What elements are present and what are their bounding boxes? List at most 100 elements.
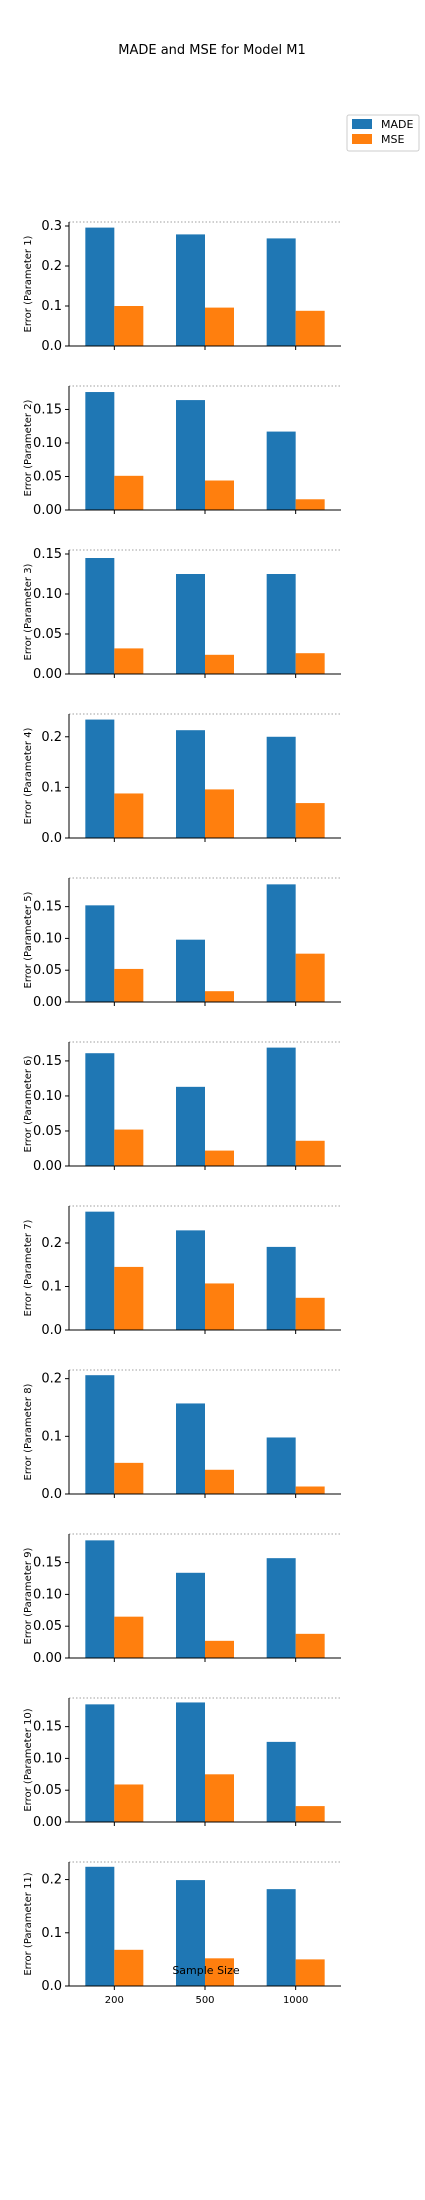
y-tick-label: 0.00: [33, 1815, 62, 1830]
y-tick-label: 0.05: [33, 1124, 62, 1139]
bar-made-200: [85, 227, 115, 346]
y-tick-label: 0.05: [33, 963, 62, 978]
x-tick-label: 500: [195, 1995, 214, 2006]
y-tick-label: 0.00: [33, 1159, 62, 1174]
bar-made-200: [85, 1375, 115, 1494]
bar-made-1000: [266, 1558, 296, 1658]
legend-swatch-made: [352, 119, 372, 129]
bar-mse-500: [205, 654, 234, 674]
bar-made-200: [85, 1704, 115, 1822]
bar-made-200: [85, 719, 115, 838]
panel-4: 0.0 0.1 0.2 Error (Parameter 4): [23, 713, 341, 846]
y-tick-label: 0.10: [33, 931, 62, 946]
bar-made-200: [85, 905, 115, 1002]
y-tick-label: 0.3: [41, 219, 62, 234]
bar-made-500: [176, 1572, 205, 1658]
y-tick-label: 0.0: [41, 1979, 62, 1994]
legend-swatch-mse: [352, 134, 372, 144]
y-tick-label: 0.10: [33, 1089, 62, 1104]
y-tick-label: 0.10: [33, 1587, 62, 1602]
y-axis-label: Error (Parameter 10): [23, 1708, 34, 1811]
bar-mse-500: [205, 1150, 234, 1166]
bar-mse-500: [205, 480, 234, 510]
bar-mse-200: [114, 1462, 144, 1494]
legend-label-mse: MSE: [381, 133, 404, 146]
bar-mse-200: [114, 793, 144, 838]
y-tick-label: 0.15: [33, 900, 62, 915]
y-tick-label: 0.00: [33, 667, 62, 682]
y-axis-label: Error (Parameter 8): [23, 1383, 34, 1480]
bar-made-500: [176, 939, 205, 1002]
bar-mse-1000: [295, 953, 325, 1002]
bar-mse-200: [114, 1616, 144, 1658]
bar-made-1000: [266, 1437, 296, 1494]
bar-made-500: [176, 234, 205, 346]
bar-made-1000: [266, 238, 296, 346]
y-tick-label: 0.15: [33, 1720, 62, 1735]
legend: MADE MSE: [346, 114, 420, 152]
bar-mse-1000: [295, 803, 325, 838]
y-axis-label: Error (Parameter 9): [23, 1547, 34, 1644]
bar-made-200: [85, 1053, 115, 1166]
bar-mse-1000: [295, 1633, 325, 1658]
y-tick-label: 0.0: [41, 831, 62, 846]
bar-mse-1000: [295, 1140, 325, 1166]
y-axis-label: Error (Parameter 4): [23, 727, 34, 824]
y-tick-label: 0.2: [41, 1372, 62, 1387]
bar-made-200: [85, 1540, 115, 1658]
chart-title: MADE and MSE for Model M1: [118, 43, 306, 58]
bar-made-1000: [266, 1889, 296, 1986]
y-tick-label: 0.15: [33, 1556, 62, 1571]
y-tick-label: 0.00: [33, 503, 62, 518]
y-axis-label: Error (Parameter 1): [23, 235, 34, 332]
y-tick-label: 0.1: [41, 1279, 62, 1294]
bar-mse-500: [205, 1640, 234, 1658]
bar-mse-1000: [295, 1486, 325, 1494]
y-tick-label: 0.05: [33, 1783, 62, 1798]
y-tick-label: 0.0: [41, 1487, 62, 1502]
bar-mse-200: [114, 475, 144, 510]
y-axis-label: Error (Parameter 3): [23, 563, 34, 660]
bar-made-1000: [266, 1741, 296, 1822]
bar-mse-500: [205, 307, 234, 346]
bar-mse-200: [114, 1266, 144, 1330]
bar-mse-200: [114, 648, 144, 674]
y-tick-label: 0.2: [41, 1873, 62, 1888]
bar-made-200: [85, 392, 115, 510]
bar-made-500: [176, 1702, 205, 1822]
y-tick-label: 0.2: [41, 1236, 62, 1251]
y-tick-label: 0.15: [33, 547, 62, 562]
bar-mse-1000: [295, 1297, 325, 1330]
bar-mse-500: [205, 991, 234, 1002]
bar-made-500: [176, 574, 205, 674]
legend-label-made: MADE: [381, 118, 413, 131]
bar-mse-500: [205, 1958, 234, 1986]
y-tick-label: 0.15: [33, 402, 62, 417]
bar-mse-200: [114, 1784, 144, 1822]
y-tick-label: 0.1: [41, 780, 62, 795]
bar-mse-500: [205, 1774, 234, 1822]
bar-made-500: [176, 1880, 205, 1986]
y-tick-label: 0.0: [41, 1323, 62, 1338]
y-tick-label: 0.05: [33, 1619, 62, 1634]
y-axis-label: Error (Parameter 7): [23, 1219, 34, 1316]
bar-mse-500: [205, 1283, 234, 1330]
bar-mse-200: [114, 968, 144, 1002]
bar-mse-1000: [295, 1806, 325, 1822]
bar-made-500: [176, 1086, 205, 1166]
panel-8: 0.0 0.1 0.2 Error (Parameter 8): [23, 1369, 341, 1502]
bar-made-500: [176, 730, 205, 838]
bar-made-200: [85, 1866, 115, 1986]
x-tick-label: 1000: [283, 1995, 308, 2006]
bar-mse-200: [114, 306, 144, 346]
y-tick-label: 0.10: [33, 436, 62, 451]
bar-mse-1000: [295, 653, 325, 674]
y-tick-label: 0.10: [33, 587, 62, 602]
y-tick-label: 0.00: [33, 995, 62, 1010]
